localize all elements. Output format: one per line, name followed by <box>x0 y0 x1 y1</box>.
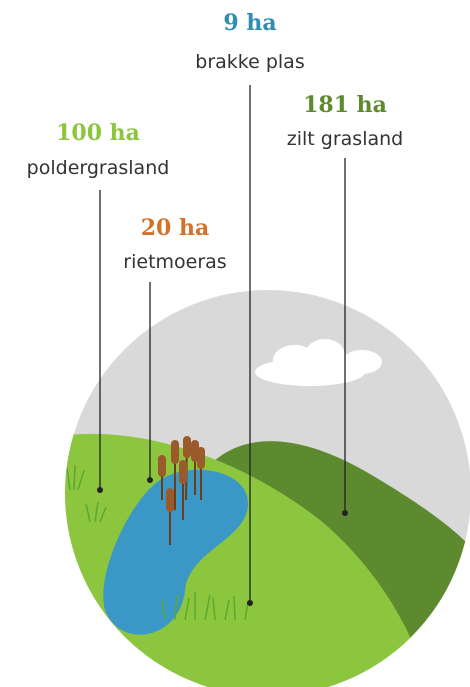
amount: 181 ha <box>303 92 387 118</box>
landscape <box>0 280 470 687</box>
infographic: 9 ha brakke plas 181 ha zilt grasland 10… <box>0 0 470 687</box>
amount: 100 ha <box>56 120 140 146</box>
amount: 20 ha <box>141 215 210 241</box>
amount: 9 ha <box>223 10 276 36</box>
label: rietmoeras <box>123 251 226 273</box>
label: zilt grasland <box>287 128 403 150</box>
label: poldergrasland <box>27 157 170 179</box>
label: brakke plas <box>195 51 304 73</box>
